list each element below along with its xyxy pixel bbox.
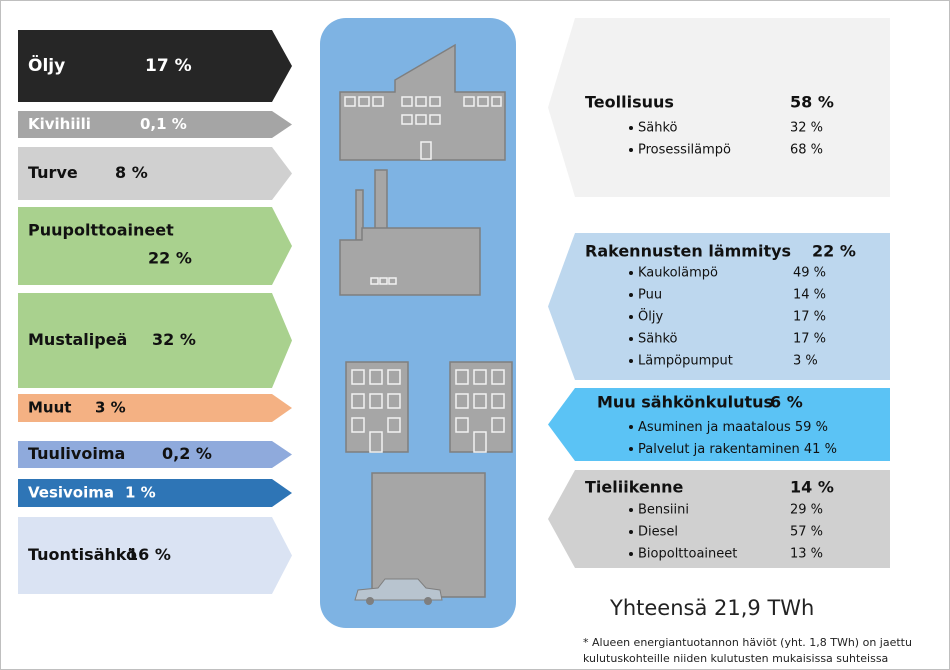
use-item-label: Bensiini xyxy=(638,503,689,518)
bullet xyxy=(629,530,633,534)
use-item-label: Kaukolämpö xyxy=(638,266,718,281)
source-label: Mustalipeä xyxy=(28,330,127,349)
use-item-label: Biopolttoaineet xyxy=(638,547,737,562)
use-item-label: Diesel xyxy=(638,525,678,540)
use-item-label: Prosessilämpö xyxy=(638,143,731,158)
source-arrow xyxy=(18,147,292,200)
source-label: Muut xyxy=(28,399,71,417)
source-arrow xyxy=(18,293,292,388)
source-arrow xyxy=(18,111,292,138)
use-value: 6 % xyxy=(770,393,803,412)
source-label: Tuontisähkö xyxy=(28,545,137,564)
road-block xyxy=(371,472,486,598)
use-item-value: 59 % xyxy=(795,420,828,435)
source-label: Kivihiili xyxy=(28,115,91,133)
source-arrow xyxy=(18,394,292,422)
use-item-label: Palvelut ja rakentaminen xyxy=(638,442,800,457)
use-arrow xyxy=(548,388,890,461)
use-item-label: Sähkö xyxy=(638,121,678,136)
bullet xyxy=(629,271,633,275)
use-arrow xyxy=(548,233,890,380)
use-item-label: Asuminen ja maatalous xyxy=(638,420,791,435)
use-value: 58 % xyxy=(790,93,834,112)
source-value: 0,1 % xyxy=(140,115,187,133)
total: Yhteensä 21,9 TWh xyxy=(609,596,814,620)
source-arrow xyxy=(18,479,292,507)
bullet xyxy=(629,126,633,130)
use-item-value: 68 % xyxy=(790,143,823,158)
bullet xyxy=(629,315,633,319)
apartments xyxy=(345,361,513,453)
source-value: 1 % xyxy=(125,484,156,502)
source-value: 3 % xyxy=(95,399,126,417)
use-item-value: 29 % xyxy=(790,503,823,518)
bullet xyxy=(629,293,633,297)
use-item-value: 49 % xyxy=(793,266,826,281)
use-arrow xyxy=(548,18,890,197)
use-item: Asuminen ja maatalous 59 % xyxy=(638,420,828,435)
source-label: Turve xyxy=(28,163,78,182)
footnote-line: kulutuskohteille niiden kulutusten mukai… xyxy=(583,652,888,665)
factory xyxy=(339,43,506,161)
source-arrow xyxy=(18,441,292,468)
use-item-value: 14 % xyxy=(793,288,826,303)
use-item-value: 41 % xyxy=(804,442,837,457)
use-title: Muu sähkönkulutus xyxy=(597,393,773,412)
use-value: 22 % xyxy=(812,242,856,261)
bullet xyxy=(629,508,633,512)
use-item-label: Sähkö xyxy=(638,332,678,347)
footnote-line: * Alueen energiantuotannon häviöt (yht. … xyxy=(583,636,912,649)
use-item: Palvelut ja rakentaminen 41 % xyxy=(638,442,837,457)
source-arrow xyxy=(18,517,292,594)
use-item-value: 3 % xyxy=(793,354,818,369)
bullet xyxy=(629,425,633,429)
use-item-label: Puu xyxy=(638,288,662,303)
bullet xyxy=(629,148,633,152)
use-value: 14 % xyxy=(790,478,834,497)
source-label: Vesivoima xyxy=(28,484,114,502)
use-title: Rakennusten lämmitys xyxy=(585,242,791,261)
bullet xyxy=(629,359,633,363)
use-item-value: 32 % xyxy=(790,121,823,136)
source-arrow xyxy=(18,207,292,285)
use-arrow xyxy=(548,470,890,568)
source-value: 16 % xyxy=(127,545,171,564)
use-item-label: Öljy xyxy=(638,308,663,325)
source-arrow xyxy=(18,30,292,102)
source-value: 8 % xyxy=(115,163,148,182)
car xyxy=(354,578,443,605)
source-label: Puupolttoaineet xyxy=(28,221,174,240)
use-item-value: 57 % xyxy=(790,525,823,540)
use-title: Teollisuus xyxy=(585,93,674,112)
bullet xyxy=(629,447,633,451)
use-item-value: 13 % xyxy=(790,547,823,562)
use-title: Tieliikenne xyxy=(585,478,684,497)
use-item-value: 17 % xyxy=(793,310,826,325)
source-label: Tuulivoima xyxy=(28,444,125,463)
source-label: Öljy xyxy=(28,54,65,76)
bullet xyxy=(629,337,633,341)
source-value: 32 % xyxy=(152,330,196,349)
source-value: 17 % xyxy=(145,56,192,76)
source-value: 0,2 % xyxy=(162,444,212,463)
bullet xyxy=(629,552,633,556)
plant xyxy=(339,169,481,296)
source-value: 22 % xyxy=(148,249,192,268)
use-item-value: 17 % xyxy=(793,332,826,347)
use-item-label: Lämpöpumput xyxy=(638,354,733,369)
